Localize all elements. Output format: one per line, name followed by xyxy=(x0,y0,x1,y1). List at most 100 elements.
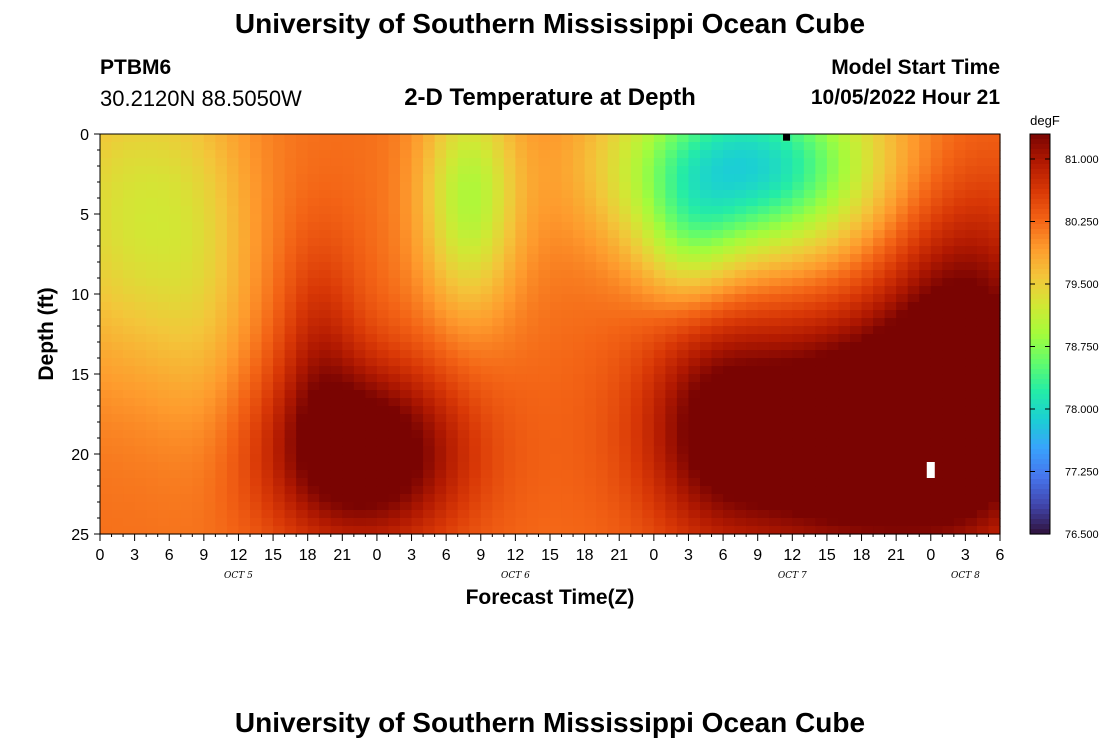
heatmap-cell xyxy=(353,222,366,231)
heatmap-cell xyxy=(307,454,320,463)
heatmap-cell xyxy=(411,222,424,231)
heatmap-cell xyxy=(261,470,274,479)
heatmap-cell xyxy=(192,246,205,255)
heatmap-cell xyxy=(688,326,701,335)
heatmap-cell xyxy=(769,374,782,383)
heatmap-cell xyxy=(619,454,632,463)
heatmap-cell xyxy=(619,214,632,223)
heatmap-cell xyxy=(596,382,609,391)
heatmap-cell xyxy=(769,206,782,215)
heatmap-cell xyxy=(676,246,690,255)
heatmap-cell xyxy=(780,454,793,463)
heatmap-cell xyxy=(976,414,990,423)
heatmap-cell xyxy=(169,182,182,191)
heatmap-cell xyxy=(180,366,193,375)
heatmap-cell xyxy=(930,278,943,287)
heatmap-cell xyxy=(400,422,413,431)
heatmap-cell xyxy=(365,494,378,503)
heatmap-cell xyxy=(180,454,193,463)
heatmap-cell xyxy=(653,206,666,215)
heatmap-cell xyxy=(515,502,528,511)
heatmap-cell xyxy=(942,438,955,447)
heatmap-cell xyxy=(146,174,159,183)
heatmap-cell xyxy=(653,262,666,271)
heatmap-cell xyxy=(180,214,193,223)
heatmap-cell xyxy=(192,342,205,351)
heatmap-cell xyxy=(169,478,182,487)
heatmap-cell xyxy=(503,526,516,535)
heatmap-cell xyxy=(238,366,251,375)
heatmap-cell xyxy=(238,174,251,183)
heatmap-cell xyxy=(988,382,1001,391)
heatmap-cell xyxy=(284,198,297,207)
heatmap-cell xyxy=(215,454,228,463)
heatmap-cell xyxy=(169,390,182,399)
heatmap-cell xyxy=(723,382,736,391)
heatmap-cell xyxy=(665,238,678,247)
heatmap-cell xyxy=(457,358,470,367)
heatmap-cell xyxy=(803,446,816,455)
heatmap-cell xyxy=(688,158,701,167)
heatmap-cell xyxy=(665,414,678,423)
heatmap-cell xyxy=(653,326,666,335)
heatmap-cell xyxy=(850,254,863,263)
heatmap-cell xyxy=(261,414,274,423)
heatmap-cell xyxy=(111,134,124,143)
heatmap-cell xyxy=(111,526,124,535)
heatmap-cell xyxy=(388,166,401,175)
heatmap-cell xyxy=(850,270,863,279)
heatmap-cell xyxy=(111,318,124,327)
heatmap-cell xyxy=(723,326,736,335)
heatmap-cell xyxy=(123,246,136,255)
heatmap-cell xyxy=(665,446,678,455)
heatmap-cell xyxy=(850,358,863,367)
heatmap-cell xyxy=(388,494,401,503)
heatmap-cell xyxy=(400,502,413,511)
x-tick-label: 0 xyxy=(926,547,935,564)
heatmap-cell xyxy=(607,438,620,447)
heatmap-cell xyxy=(515,150,528,159)
heatmap-cell xyxy=(342,510,355,519)
heatmap-cell xyxy=(838,430,851,439)
heatmap-cell xyxy=(273,158,286,167)
heatmap-cell xyxy=(411,526,424,535)
heatmap-cell xyxy=(700,486,713,495)
heatmap-cell xyxy=(769,438,782,447)
heatmap-cell xyxy=(446,526,459,535)
heatmap-cell xyxy=(953,350,966,359)
heatmap-cell xyxy=(203,302,216,311)
heatmap-cell xyxy=(965,414,978,423)
heatmap-cell xyxy=(446,190,459,199)
heatmap-cell xyxy=(734,350,747,359)
heatmap-cell xyxy=(792,374,805,383)
heatmap-cell xyxy=(988,446,1001,455)
heatmap-cell xyxy=(250,374,263,383)
heatmap-cell xyxy=(723,238,736,247)
heatmap-cell xyxy=(746,382,759,391)
heatmap-cell xyxy=(388,254,401,263)
heatmap-cell xyxy=(538,438,551,447)
heatmap-cell xyxy=(665,214,678,223)
heatmap-cell xyxy=(273,526,286,535)
heatmap-cell xyxy=(561,478,574,487)
heatmap-cell xyxy=(792,486,805,495)
heatmap-cell xyxy=(930,406,943,415)
heatmap-cell xyxy=(273,246,286,255)
heatmap-cell xyxy=(226,518,240,527)
heatmap-cell xyxy=(319,166,332,175)
heatmap-cell xyxy=(976,366,990,375)
heatmap-cell xyxy=(550,478,563,487)
heatmap-cell xyxy=(815,278,828,287)
colorbar-swatch xyxy=(1030,294,1050,300)
heatmap-cell xyxy=(226,406,240,415)
heatmap-cell xyxy=(365,238,378,247)
heatmap-cell xyxy=(826,350,840,359)
heatmap-cell xyxy=(238,134,251,143)
heatmap-cell xyxy=(296,182,309,191)
heatmap-cell xyxy=(676,158,690,167)
heatmap-cell xyxy=(446,174,459,183)
heatmap-cell xyxy=(526,134,540,143)
heatmap-cell xyxy=(826,374,840,383)
heatmap-cell xyxy=(307,342,320,351)
heatmap-cell xyxy=(838,358,851,367)
